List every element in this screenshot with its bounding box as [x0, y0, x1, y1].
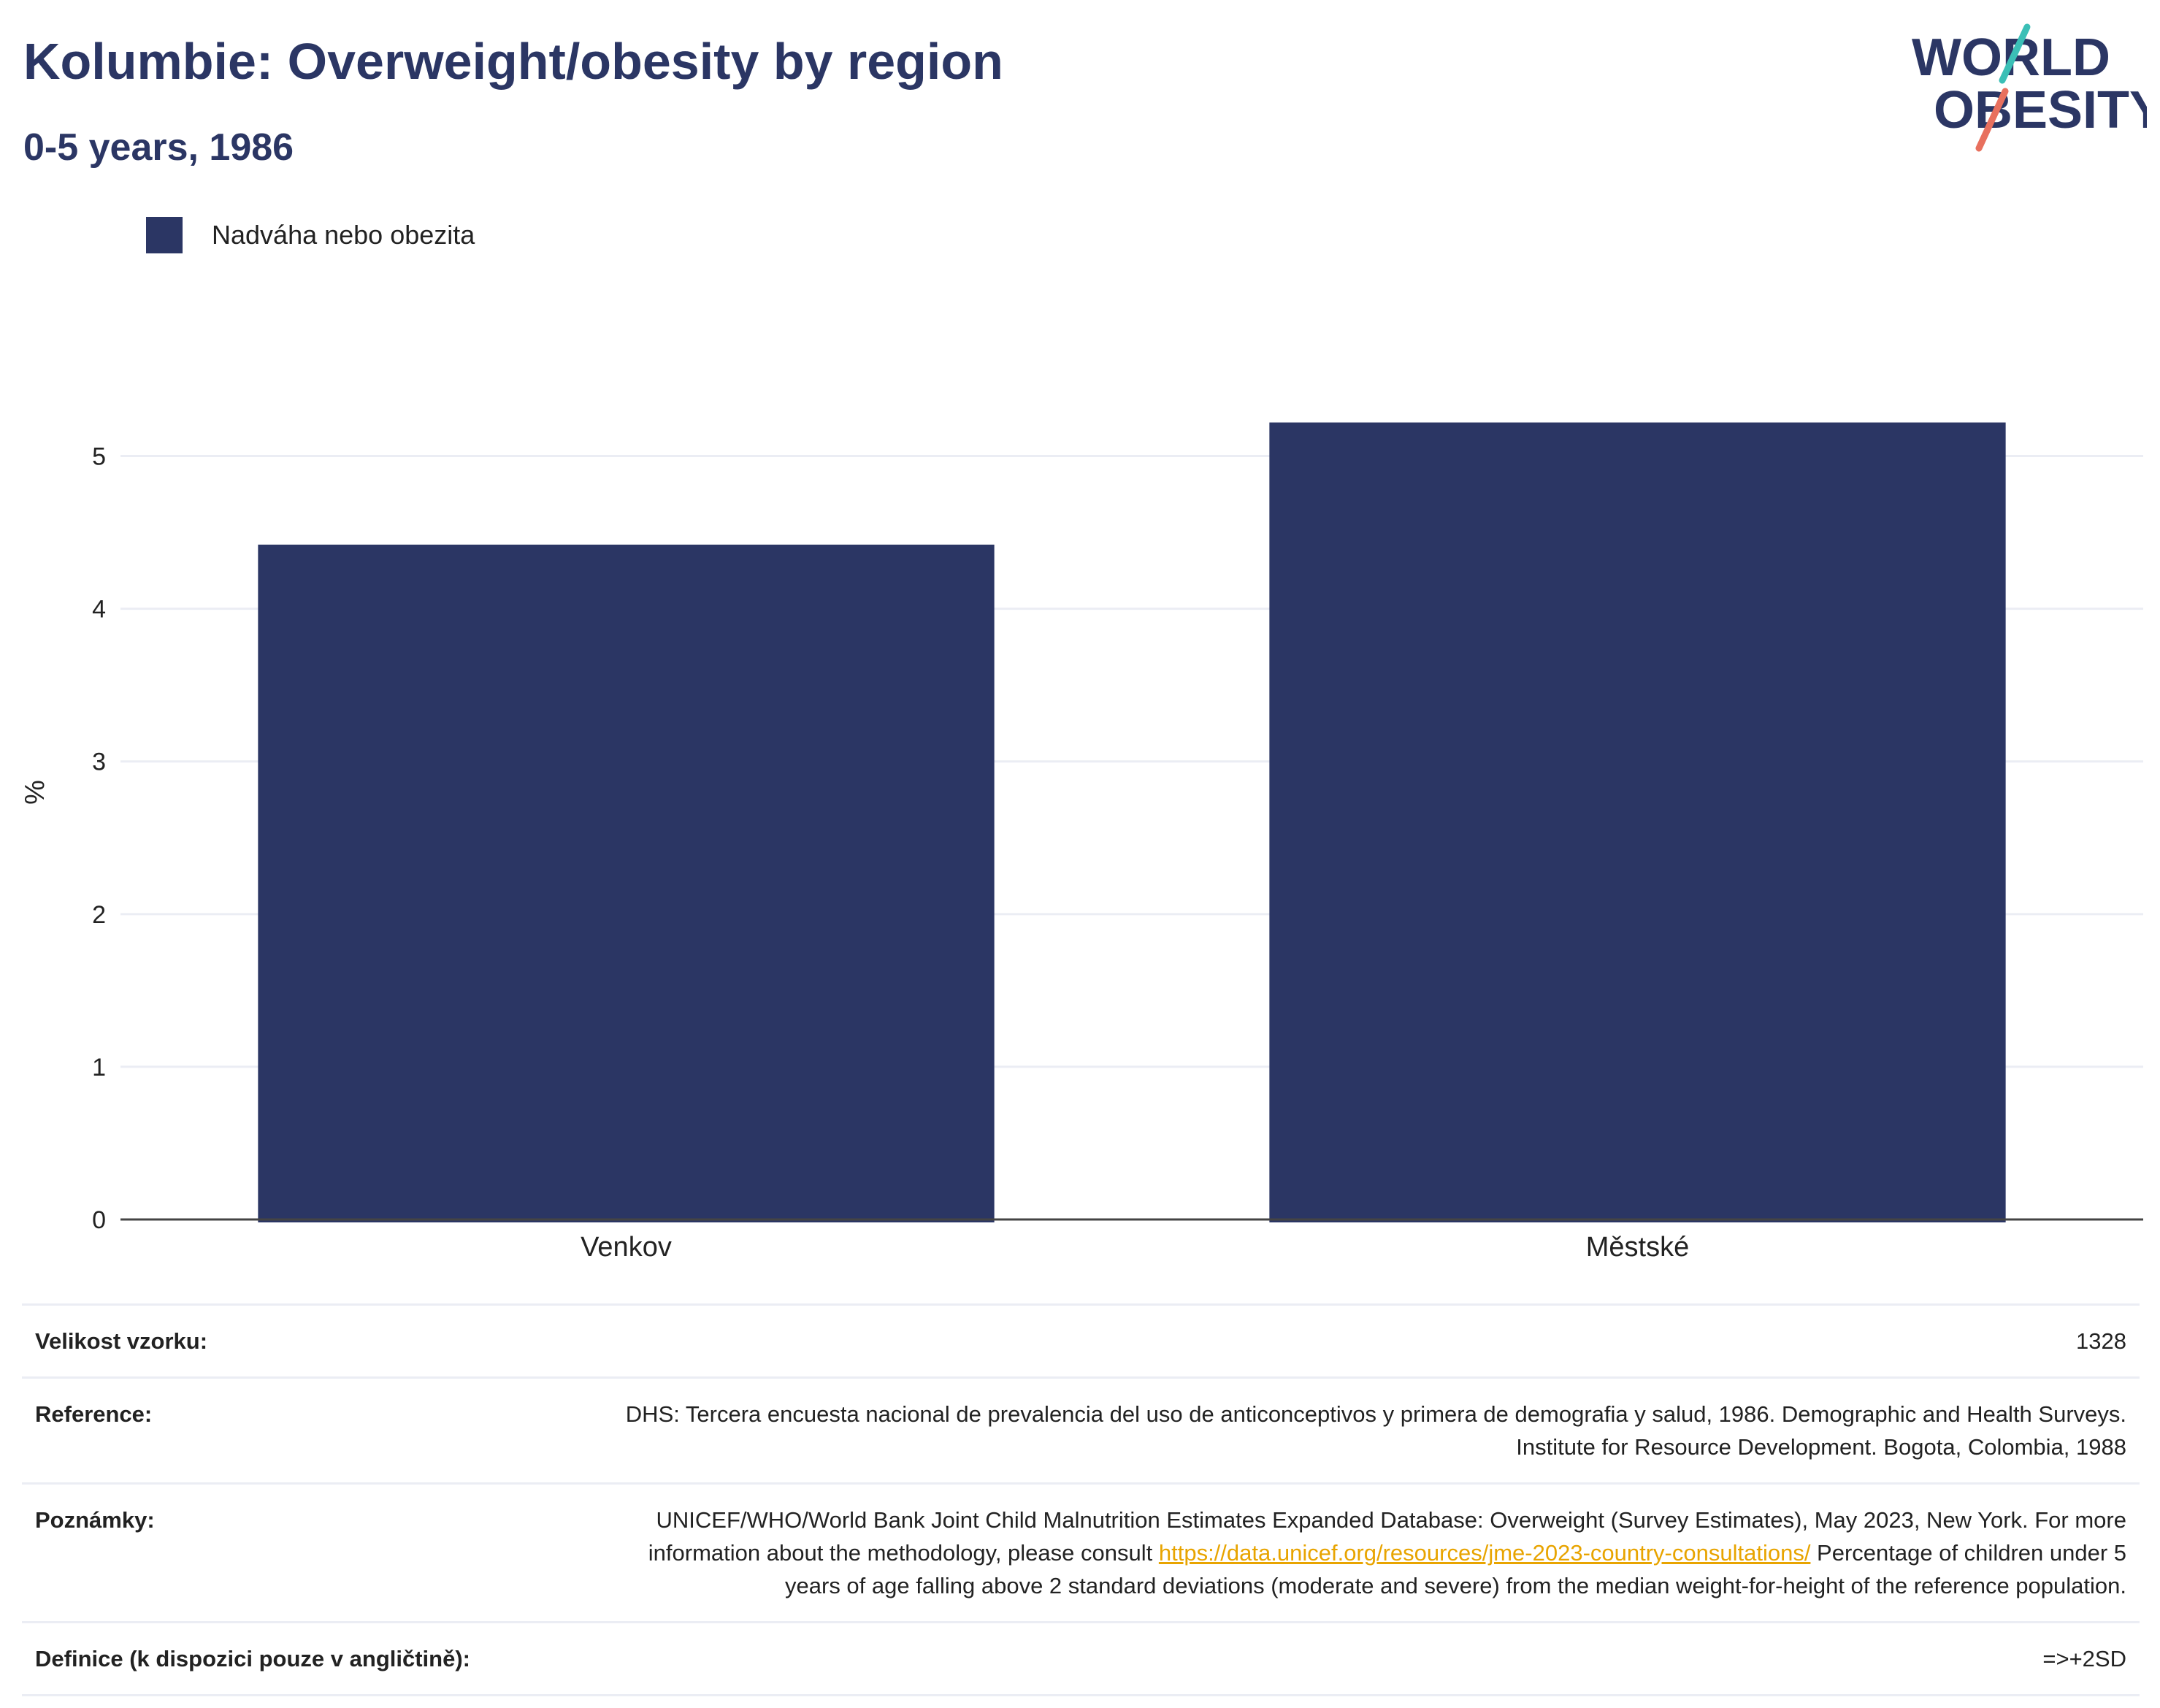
x-tick-label: Venkov [581, 1232, 672, 1263]
sample-size-label: Velikost vzorku: [35, 1328, 208, 1354]
definition-label: Definice (k dispozici pouze v angličtině… [35, 1646, 470, 1671]
reference-row: Reference: DHS: Tercera encuesta naciona… [22, 1379, 2140, 1485]
y-tick-label: 5 [92, 443, 106, 471]
world-obesity-logo: WORLD OBESITY [1912, 23, 2147, 152]
x-tick-label: Městské [1586, 1232, 1689, 1263]
y-axis-label: % [20, 780, 50, 805]
info-table: Velikost vzorku: 1328 Reference: DHS: Te… [22, 1303, 2140, 1696]
notes-text: UNICEF/WHO/World Bank Joint Child Malnut… [648, 1507, 2126, 1566]
y-tick-label: 3 [92, 748, 106, 776]
bar [1269, 422, 2006, 1223]
reference-value: DHS: Tercera encuesta nacional de preval… [625, 1401, 2126, 1460]
notes-label: Poznámky: [35, 1507, 155, 1533]
sample-size-row: Velikost vzorku: 1328 [22, 1306, 2140, 1379]
notes-text-2: Percentage of children under 5 years of … [785, 1540, 2126, 1598]
sample-size-value: 1328 [2076, 1328, 2126, 1354]
reference-label: Reference: [35, 1401, 153, 1427]
bar [258, 544, 995, 1222]
logo-teal-stroke [1999, 23, 2031, 84]
logo-coral-stroke [1975, 88, 2009, 152]
legend[interactable]: Nadváha nebo obezita [146, 217, 475, 253]
definition-row: Definice (k dispozici pouze v angličtině… [22, 1623, 2140, 1696]
y-tick-label: 2 [92, 901, 106, 929]
methodology-link[interactable]: https://data.unicef.org/resources/jme-20… [1158, 1540, 1811, 1566]
logo-line2: OBESITY [1934, 81, 2147, 139]
y-tick-label: 1 [92, 1054, 106, 1081]
legend-label: Nadváha nebo obezita [212, 220, 475, 250]
y-tick-label: 0 [92, 1206, 106, 1234]
notes-row: Poznámky: UNICEF/WHO/World Bank Joint Ch… [22, 1485, 2140, 1623]
legend-swatch [146, 217, 183, 253]
definition-value: =>+2SD [2042, 1646, 2126, 1671]
y-tick-label: 4 [92, 596, 106, 624]
notes-value: UNICEF/WHO/World Bank Joint Child Malnut… [590, 1504, 2126, 1602]
bar-chart: 0 1 2 3 4 5 Venkov Městské% [20, 422, 2143, 1263]
chart-title: Kolumbie: Overweight/obesity by region [23, 33, 1003, 90]
chart-subtitle: 0-5 years, 1986 [23, 126, 294, 169]
